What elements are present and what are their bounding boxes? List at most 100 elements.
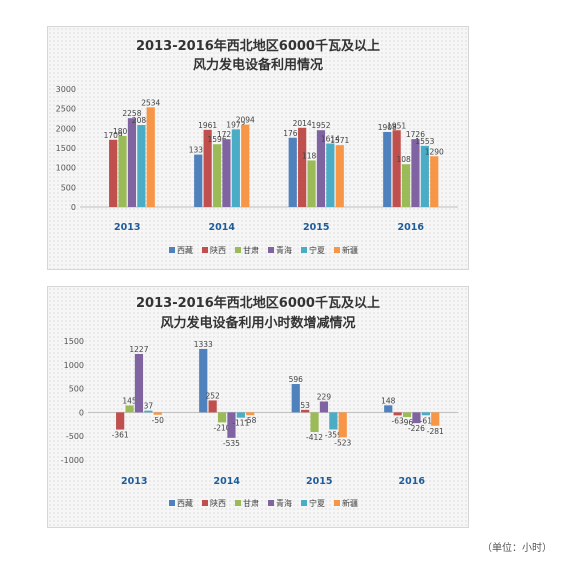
legend-label: 青海 <box>276 245 292 255</box>
bar <box>109 139 118 207</box>
chart-title-line: 2013-2016年西北地区6000千瓦及以上 <box>136 295 380 311</box>
data-label: 1951 <box>387 121 406 130</box>
legend-label: 宁夏 <box>309 245 325 255</box>
bar <box>134 353 144 413</box>
data-label: 596 <box>289 375 304 384</box>
y-tick-label: 3000 <box>56 85 76 94</box>
data-label: -226 <box>408 424 425 433</box>
legend-swatch <box>202 500 208 506</box>
y-tick-label: 2000 <box>56 124 76 133</box>
data-label: -361 <box>112 431 129 440</box>
data-label: 2014 <box>293 119 312 128</box>
legend-label: 甘肃 <box>243 245 259 255</box>
y-tick-label: 1500 <box>56 144 76 153</box>
data-label: 1553 <box>415 137 434 146</box>
data-label: -281 <box>427 427 444 436</box>
chart-title-line: 2013-2016年西北地区6000千瓦及以上 <box>136 38 380 54</box>
data-label: 148 <box>381 396 396 405</box>
data-label: 1333 <box>189 146 208 155</box>
bar <box>411 139 420 207</box>
bar <box>241 124 250 207</box>
data-label: -523 <box>334 438 351 447</box>
legend-swatch <box>334 500 340 506</box>
bar <box>421 412 430 416</box>
y-tick-label: 0 <box>71 203 76 212</box>
data-label: -359 <box>325 430 342 439</box>
bar <box>412 412 421 424</box>
data-label: 1709 <box>104 131 123 140</box>
data-label: -96 <box>401 418 413 427</box>
data-label: 2534 <box>141 98 160 107</box>
legend-swatch <box>334 247 340 253</box>
legend-swatch <box>235 500 241 506</box>
legend-swatch <box>169 247 175 253</box>
bar <box>288 137 297 207</box>
legend-label: 西藏 <box>177 245 193 255</box>
category-label: 2016 <box>399 476 426 487</box>
data-label: 1908 <box>378 123 397 132</box>
bar <box>146 107 155 207</box>
bar <box>301 409 310 413</box>
unit-note: （单位：小时） <box>482 543 552 554</box>
data-label: 1333 <box>194 340 213 349</box>
data-label: 53 <box>300 401 310 410</box>
bar <box>208 400 217 413</box>
data-label: 1184 <box>302 151 321 160</box>
data-label: -61 <box>420 416 432 425</box>
data-label: -412 <box>306 433 323 442</box>
y-tick-label: 1000 <box>56 164 76 173</box>
bar <box>153 412 162 415</box>
data-label: -63 <box>392 416 404 425</box>
data-label: 2084 <box>132 116 151 125</box>
bar <box>116 412 125 430</box>
bar <box>217 412 227 423</box>
bar <box>316 130 326 207</box>
category-label: 2014 <box>209 222 236 233</box>
legend-swatch <box>268 247 274 253</box>
change-chart-panel: 2013-2016年西北地区6000千瓦及以上 风力发电设备利用小时数增减情况 -1… <box>47 286 469 528</box>
bar <box>338 412 347 438</box>
bar <box>203 129 212 207</box>
bar <box>384 405 393 413</box>
y-tick-label: -1000 <box>61 456 84 465</box>
data-label: 229 <box>317 392 332 401</box>
legend-swatch <box>301 247 307 253</box>
data-label: 1760 <box>283 129 302 138</box>
data-label: 1088 <box>397 155 416 164</box>
data-label: 1973 <box>226 120 245 129</box>
bar <box>222 139 231 207</box>
bar <box>329 412 338 430</box>
legend-label: 新疆 <box>342 498 358 508</box>
category-label: 2014 <box>214 476 241 487</box>
data-label: 252 <box>205 391 220 400</box>
bar <box>236 412 245 418</box>
data-label: 37 <box>144 402 154 411</box>
legend-label: 陕西 <box>210 245 226 255</box>
legend-swatch <box>235 247 241 253</box>
bar <box>199 348 208 413</box>
category-label: 2016 <box>398 222 425 233</box>
data-label: 1961 <box>198 121 217 130</box>
y-tick-label: 500 <box>61 183 76 192</box>
data-label: 1571 <box>330 136 349 145</box>
data-label: 145 <box>122 396 137 405</box>
data-label: 1290 <box>425 147 444 156</box>
bar <box>402 412 412 417</box>
category-label: 2013 <box>121 476 147 487</box>
data-label: 1726 <box>406 130 425 139</box>
bar <box>310 412 319 433</box>
y-tick-label: 500 <box>69 385 84 394</box>
bar <box>125 405 134 413</box>
bar <box>118 135 127 207</box>
y-tick-label: -500 <box>66 432 84 441</box>
bar <box>319 401 329 413</box>
bar <box>383 131 392 207</box>
bar <box>144 410 153 413</box>
legend-label: 西藏 <box>177 498 193 508</box>
bar <box>401 164 411 207</box>
y-tick-label: 1000 <box>64 361 84 370</box>
chart-title-line: 风力发电设备利用小时数增减情况 <box>160 315 355 331</box>
bar <box>392 130 401 207</box>
legend-swatch <box>202 247 208 253</box>
